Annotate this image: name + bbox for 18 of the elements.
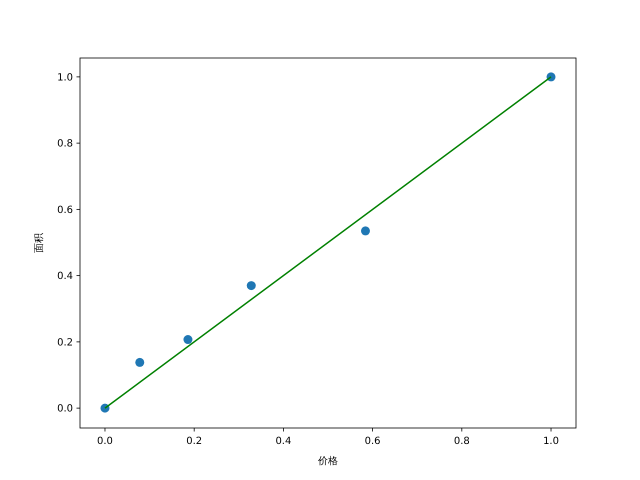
point bbox=[183, 335, 192, 344]
x-tick-label: 1.0 bbox=[543, 436, 559, 447]
point bbox=[246, 281, 256, 290]
y-tick-label: 0.6 bbox=[57, 204, 73, 216]
y-tick-label: 0.2 bbox=[57, 337, 73, 348]
y-tick-label: 0.8 bbox=[57, 138, 73, 150]
x-tick-label: 0.4 bbox=[275, 436, 292, 447]
point bbox=[360, 226, 370, 236]
y-axis-title: 面积 bbox=[34, 233, 45, 253]
point bbox=[135, 358, 144, 367]
y-tick-label: 1.0 bbox=[57, 72, 73, 84]
x-tick-label: 0.0 bbox=[97, 436, 113, 447]
x-axis-title: 价格 bbox=[317, 455, 338, 467]
y-tick-label: 0.0 bbox=[57, 404, 73, 415]
x-tick-label: 0.2 bbox=[186, 436, 202, 447]
x-tick-label: 0.8 bbox=[454, 436, 470, 447]
y-tick-label: 0.4 bbox=[57, 271, 73, 282]
x-tick-label: 0.6 bbox=[364, 436, 381, 447]
